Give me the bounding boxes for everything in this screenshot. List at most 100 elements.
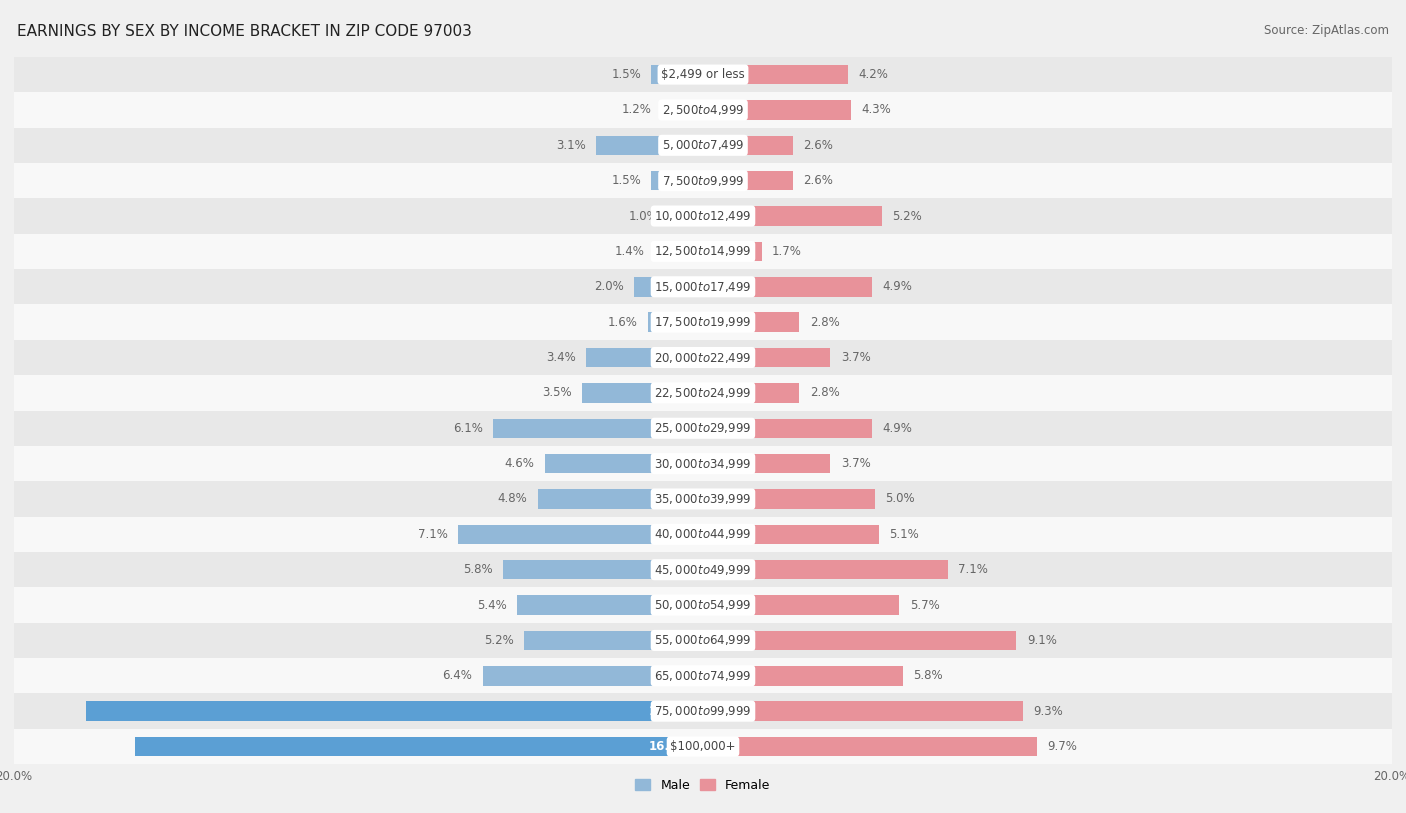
Bar: [703, 383, 800, 402]
Text: $25,000 to $29,999: $25,000 to $29,999: [654, 421, 752, 435]
Bar: [703, 207, 882, 226]
Text: 2.0%: 2.0%: [593, 280, 624, 293]
Bar: [596, 136, 703, 155]
Bar: [14, 659, 1392, 693]
Text: 1.4%: 1.4%: [614, 245, 644, 258]
Text: 1.5%: 1.5%: [612, 174, 641, 187]
Text: 4.9%: 4.9%: [882, 280, 912, 293]
Text: $17,500 to $19,999: $17,500 to $19,999: [654, 315, 752, 329]
Text: $2,500 to $4,999: $2,500 to $4,999: [662, 103, 744, 117]
Bar: [458, 524, 703, 544]
Text: 4.3%: 4.3%: [862, 103, 891, 116]
Bar: [14, 304, 1392, 340]
Bar: [703, 702, 1024, 721]
Text: 3.4%: 3.4%: [546, 351, 575, 364]
Text: 3.1%: 3.1%: [557, 139, 586, 152]
Bar: [703, 348, 831, 367]
Text: 5.0%: 5.0%: [886, 493, 915, 506]
Bar: [586, 348, 703, 367]
Bar: [14, 269, 1392, 304]
Bar: [655, 241, 703, 261]
Text: $15,000 to $17,499: $15,000 to $17,499: [654, 280, 752, 293]
Bar: [651, 65, 703, 85]
Text: EARNINGS BY SEX BY INCOME BRACKET IN ZIP CODE 97003: EARNINGS BY SEX BY INCOME BRACKET IN ZIP…: [17, 24, 472, 39]
Text: 2.6%: 2.6%: [803, 174, 832, 187]
Bar: [14, 729, 1392, 764]
Bar: [703, 489, 875, 509]
Text: $20,000 to $22,499: $20,000 to $22,499: [654, 350, 752, 364]
Bar: [14, 198, 1392, 234]
Bar: [135, 737, 703, 756]
Text: 1.2%: 1.2%: [621, 103, 651, 116]
Bar: [14, 376, 1392, 411]
Bar: [703, 560, 948, 580]
Bar: [14, 552, 1392, 587]
Bar: [651, 171, 703, 190]
Text: $30,000 to $34,999: $30,000 to $34,999: [654, 457, 752, 471]
Bar: [14, 481, 1392, 517]
Text: 4.8%: 4.8%: [498, 493, 527, 506]
Bar: [703, 595, 900, 615]
Bar: [494, 419, 703, 438]
Text: 2.8%: 2.8%: [810, 386, 839, 399]
Text: 6.4%: 6.4%: [443, 669, 472, 682]
Bar: [662, 100, 703, 120]
Text: 7.1%: 7.1%: [957, 563, 988, 576]
Text: 5.8%: 5.8%: [463, 563, 494, 576]
Bar: [14, 128, 1392, 163]
Text: 5.1%: 5.1%: [889, 528, 918, 541]
Text: $100,000+: $100,000+: [671, 740, 735, 753]
Bar: [14, 233, 1392, 269]
Bar: [703, 631, 1017, 650]
Bar: [482, 666, 703, 685]
Text: 1.5%: 1.5%: [612, 68, 641, 81]
Bar: [14, 446, 1392, 481]
Bar: [503, 560, 703, 580]
Bar: [703, 312, 800, 332]
Text: 9.1%: 9.1%: [1026, 634, 1057, 647]
Bar: [524, 631, 703, 650]
Text: 2.6%: 2.6%: [803, 139, 832, 152]
Text: 4.6%: 4.6%: [505, 457, 534, 470]
Text: 4.2%: 4.2%: [858, 68, 887, 81]
Bar: [703, 737, 1038, 756]
Bar: [14, 517, 1392, 552]
Text: 5.7%: 5.7%: [910, 598, 939, 611]
Text: 1.0%: 1.0%: [628, 210, 658, 223]
Text: $55,000 to $64,999: $55,000 to $64,999: [654, 633, 752, 647]
Text: 9.3%: 9.3%: [1033, 705, 1063, 718]
Text: 5.2%: 5.2%: [484, 634, 513, 647]
Bar: [648, 312, 703, 332]
Text: 5.8%: 5.8%: [912, 669, 943, 682]
Text: $2,499 or less: $2,499 or less: [661, 68, 745, 81]
Text: 5.2%: 5.2%: [893, 210, 922, 223]
Text: $45,000 to $49,999: $45,000 to $49,999: [654, 563, 752, 576]
Text: 9.7%: 9.7%: [1047, 740, 1077, 753]
Bar: [14, 57, 1392, 92]
Bar: [703, 171, 793, 190]
Bar: [544, 454, 703, 473]
Text: 6.1%: 6.1%: [453, 422, 482, 435]
Bar: [634, 277, 703, 297]
Bar: [517, 595, 703, 615]
Text: $5,000 to $7,499: $5,000 to $7,499: [662, 138, 744, 152]
Text: Source: ZipAtlas.com: Source: ZipAtlas.com: [1264, 24, 1389, 37]
Bar: [14, 340, 1392, 375]
Text: 17.9%: 17.9%: [648, 705, 689, 718]
Bar: [703, 100, 851, 120]
Bar: [703, 241, 762, 261]
Bar: [703, 524, 879, 544]
Text: $7,500 to $9,999: $7,500 to $9,999: [662, 174, 744, 188]
Bar: [703, 419, 872, 438]
Text: 5.4%: 5.4%: [477, 598, 506, 611]
Text: 4.9%: 4.9%: [882, 422, 912, 435]
Bar: [703, 666, 903, 685]
Text: $40,000 to $44,999: $40,000 to $44,999: [654, 528, 752, 541]
Text: 3.5%: 3.5%: [543, 386, 572, 399]
Bar: [14, 693, 1392, 729]
Bar: [14, 623, 1392, 659]
Bar: [703, 454, 831, 473]
Text: 7.1%: 7.1%: [418, 528, 449, 541]
Bar: [669, 207, 703, 226]
Text: $75,000 to $99,999: $75,000 to $99,999: [654, 704, 752, 718]
